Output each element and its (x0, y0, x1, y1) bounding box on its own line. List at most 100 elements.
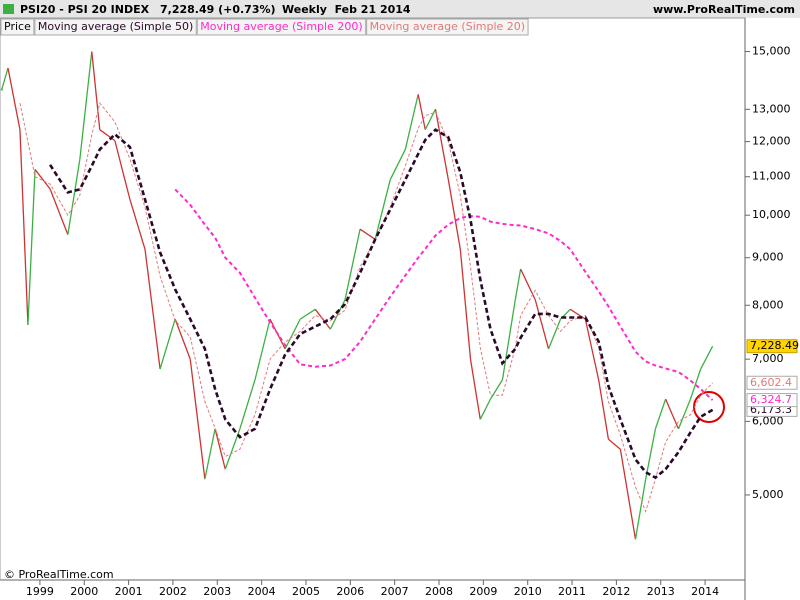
x-tick-label: 2010 (514, 585, 542, 598)
price-segment (329, 299, 346, 330)
price-segment (598, 379, 610, 440)
quote: 7,228.49 (+0.73%) (160, 3, 276, 16)
x-tick-label: 2006 (336, 585, 364, 598)
x-tick-label: 2000 (70, 585, 98, 598)
price-segment (514, 268, 522, 300)
price-segment (489, 379, 503, 400)
last-value-box (746, 339, 798, 354)
price-segment (129, 199, 146, 250)
x-tick-label: 2011 (558, 585, 586, 598)
legend-box (196, 18, 367, 36)
price-segment (479, 398, 492, 420)
legend-box (34, 18, 197, 36)
last-value-label: 6,602.4 (750, 376, 792, 389)
y-tick-label: 15,000 (752, 45, 791, 58)
price-segment (417, 94, 426, 130)
x-tick-label: 2007 (381, 585, 409, 598)
moving-average-line (174, 188, 714, 401)
price-segment (67, 159, 81, 235)
price-segment (344, 229, 361, 300)
price-segment (584, 318, 600, 380)
x-tick-label: 1999 (26, 585, 54, 598)
price-segment (608, 438, 621, 450)
y-tick-label: 6,000 (752, 414, 784, 427)
price-segment (314, 308, 331, 330)
price-segment (114, 140, 131, 200)
y-tick-label: 10,000 (752, 208, 791, 221)
price-segment (677, 398, 692, 430)
price-segment (144, 249, 161, 370)
copyright: © ProRealTime.com (4, 568, 114, 581)
price-segment (19, 129, 29, 325)
x-tick-label: 2003 (203, 585, 231, 598)
x-tick-label: 2013 (647, 585, 675, 598)
y-tick-label: 13,000 (752, 102, 791, 115)
price-segment (501, 299, 516, 380)
x-tick-label: 2005 (292, 585, 320, 598)
price-segment (49, 188, 69, 235)
legend-label: Moving average (Simple 50) (38, 20, 193, 33)
x-tick-label: 2012 (602, 585, 630, 598)
price-segment (389, 149, 406, 180)
price-segment (1, 67, 9, 90)
price-segment (174, 318, 191, 360)
x-tick-label: 2009 (469, 585, 497, 598)
price-segment (359, 228, 376, 240)
x-tick-label: 2002 (159, 585, 187, 598)
price-segment (665, 398, 680, 430)
price-segment (634, 479, 647, 540)
price-segment (434, 109, 449, 180)
last-value-label: 7,228.49 (750, 339, 799, 352)
x-tick-label: 2014 (691, 585, 719, 598)
x-tick-label: 2004 (248, 585, 276, 598)
price-segment (204, 428, 216, 480)
last-value-box (746, 393, 798, 408)
legend: Price Moving average (Simple 50) Moving av… (0, 18, 529, 36)
period: Weekly Feb 21 2014 (282, 3, 411, 16)
price-segment (654, 398, 667, 430)
price-segment (254, 318, 271, 381)
y-tick-label: 5,000 (752, 488, 784, 501)
price-segment (547, 318, 562, 350)
y-tick-label: 12,000 (752, 135, 791, 148)
x-tick-label: 2001 (115, 585, 143, 598)
price-segment (7, 67, 21, 130)
price-segment (27, 169, 36, 325)
y-tick-label: 11,000 (752, 170, 791, 183)
header-bar (0, 0, 800, 18)
price-segment (99, 129, 116, 142)
price-segment (34, 169, 51, 190)
price-segment (534, 299, 550, 350)
price-segment (619, 449, 637, 540)
x-tick-label: 2008 (425, 585, 453, 598)
price-segment (645, 428, 657, 480)
price-segment (159, 318, 176, 370)
legend-label: Moving average (Simple 200) (200, 20, 362, 33)
moving-average-line (49, 128, 714, 480)
price-segment (689, 368, 702, 400)
legend-label: Moving average (Simple 20) (370, 20, 525, 33)
price-segment (569, 308, 586, 320)
y-tick-label: 8,000 (752, 298, 784, 311)
price-segment (424, 109, 437, 130)
price-segment (79, 51, 93, 160)
site: www.ProRealTime.com (653, 3, 795, 16)
plot-area (0, 17, 746, 581)
price-segment (299, 308, 316, 320)
price-segment (284, 318, 301, 350)
legend-box (0, 18, 35, 36)
last-value-label: 6,324.7 (750, 393, 792, 406)
price-segment (189, 359, 206, 480)
price-segment (404, 94, 419, 150)
legend-box (366, 18, 529, 36)
price-segment (214, 428, 226, 470)
price-segment (447, 179, 461, 250)
legend-label: Price (4, 20, 31, 33)
price-segment (374, 179, 391, 240)
y-tick-label: 7,000 (752, 352, 784, 365)
price-segment (91, 51, 101, 130)
price-segment (700, 345, 714, 370)
symbol: PSI20 - PSI 20 INDEX (20, 3, 150, 16)
last-value-box (746, 375, 798, 390)
price-segment (459, 249, 472, 360)
